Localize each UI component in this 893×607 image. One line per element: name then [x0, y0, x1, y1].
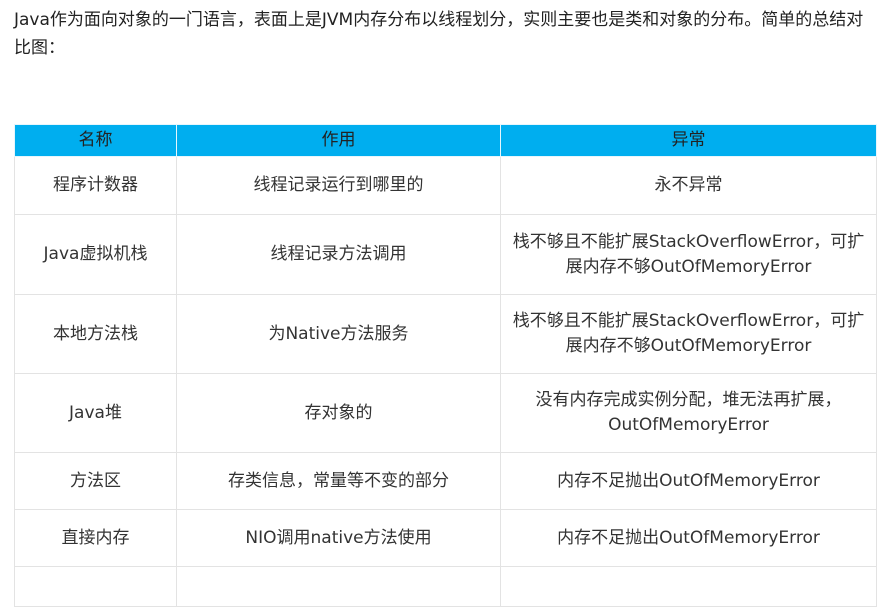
- cell: 本地方法栈: [14, 294, 177, 374]
- cell: [14, 566, 177, 607]
- cell: 线程记录运行到哪里的: [176, 156, 501, 215]
- table-row: 本地方法栈 为Native方法服务 栈不够且不能扩展StackOverflowE…: [14, 294, 877, 374]
- cell: Java堆: [14, 373, 177, 453]
- cell: 存对象的: [176, 373, 501, 453]
- cell: 内存不足抛出OutOfMemoryError: [500, 509, 877, 567]
- table-row: 方法区 存类信息，常量等不变的部分 内存不足抛出OutOfMemoryError: [14, 452, 877, 510]
- header-purpose: 作用: [176, 124, 501, 157]
- cell: 内存不足抛出OutOfMemoryError: [500, 452, 877, 510]
- table-row: Java堆 存对象的 没有内存完成实例分配，堆无法再扩展，OutOfMemory…: [14, 373, 877, 453]
- cell: 永不异常: [500, 156, 877, 215]
- cell: 线程记录方法调用: [176, 214, 501, 295]
- table-row: 程序计数器 线程记录运行到哪里的 永不异常: [14, 156, 877, 215]
- cell: 直接内存: [14, 509, 177, 567]
- cell: 没有内存完成实例分配，堆无法再扩展，OutOfMemoryError: [500, 373, 877, 453]
- table-header-row: 名称 作用 异常: [14, 124, 877, 157]
- cell: NIO调用native方法使用: [176, 509, 501, 567]
- cell: [176, 566, 501, 607]
- header-exception: 异常: [500, 124, 877, 157]
- cell: 方法区: [14, 452, 177, 510]
- cell: 栈不够且不能扩展StackOverflowError，可扩展内存不够OutOfM…: [500, 294, 877, 374]
- jvm-memory-table: 名称 作用 异常 程序计数器 线程记录运行到哪里的 永不异常 Java虚拟机栈 …: [14, 124, 877, 607]
- intro-text: Java作为面向对象的一门语言，表面上是JVM内存分布以线程划分，实则主要也是类…: [14, 10, 864, 58]
- cell: 为Native方法服务: [176, 294, 501, 374]
- cell: Java虚拟机栈: [14, 214, 177, 295]
- table-row-partial: [14, 566, 877, 607]
- cell: 程序计数器: [14, 156, 177, 215]
- header-name: 名称: [14, 124, 177, 157]
- table-row: Java虚拟机栈 线程记录方法调用 栈不够且不能扩展StackOverflowE…: [14, 214, 877, 295]
- cell: 栈不够且不能扩展StackOverflowError，可扩展内存不够OutOfM…: [500, 214, 877, 295]
- cell: 存类信息，常量等不变的部分: [176, 452, 501, 510]
- table-row: 直接内存 NIO调用native方法使用 内存不足抛出OutOfMemoryEr…: [14, 509, 877, 567]
- cell: [500, 566, 877, 607]
